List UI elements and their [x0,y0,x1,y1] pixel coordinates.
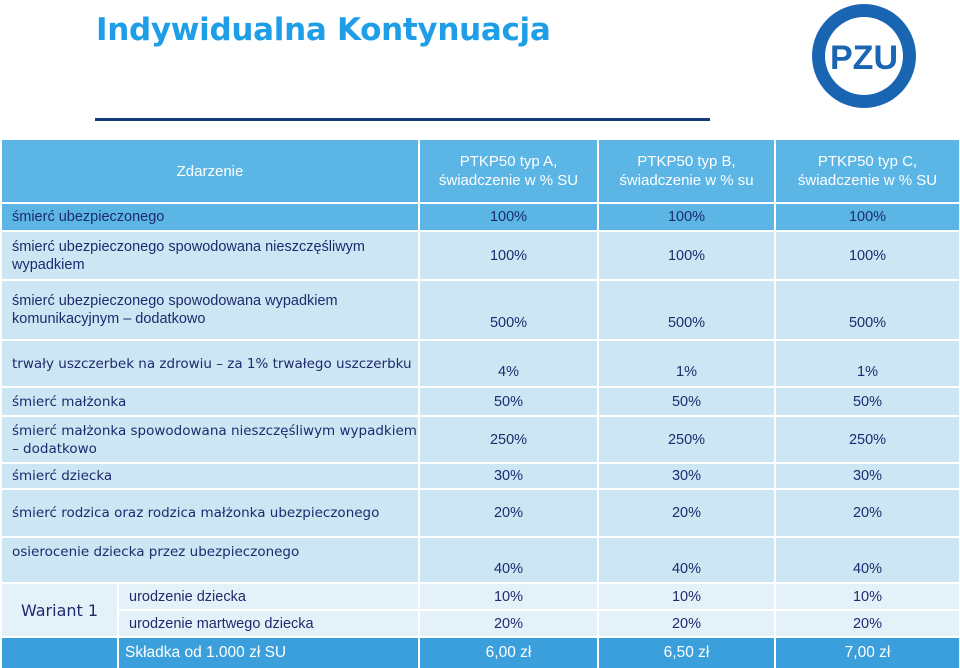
row-value: 30% [420,464,597,488]
row-value: 250% [420,417,597,462]
row-label: śmierć rodzica oraz rodzica małżonka ube… [2,490,418,536]
column-header-type: PTKP50 typ C, świadczenie w % SU [776,140,959,202]
row-value: 100% [599,204,774,230]
row-value: 250% [776,417,959,462]
row-value: 40% [776,538,959,582]
column-header-type: PTKP50 typ A, świadczenie w % SU [420,140,597,202]
row-value: 100% [420,232,597,279]
row-label: osierocenie dziecka przez ubezpieczonego [2,538,418,582]
row-label: śmierć dziecka [2,464,418,488]
row-value: 1% [599,341,774,386]
variant-row-label: urodzenie martwego dziecka [119,611,418,636]
row-value: 100% [599,232,774,279]
variant-label: Wariant 1 [2,584,117,636]
row-value: 1% [776,341,959,386]
row-value: 4% [420,341,597,386]
row-label: śmierć ubezpieczonego [2,204,418,230]
variant-row-value: 10% [776,584,959,609]
row-value: 40% [599,538,774,582]
variant-row-value: 10% [420,584,597,609]
logo-text: PZU [830,39,898,77]
row-label: trwały uszczerbek na zdrowiu – za 1% trw… [2,341,418,386]
row-value: 20% [599,490,774,536]
row-value: 50% [776,388,959,415]
variant-row-value: 20% [776,611,959,636]
premium-spacer [2,638,117,668]
pzu-logo: PZU [810,2,918,110]
row-label: śmierć ubezpieczonego spowodowana nieszc… [2,232,418,279]
premium-value: 7,00 zł [776,638,959,668]
row-value: 500% [776,281,959,339]
variant-row-value: 10% [599,584,774,609]
row-label: śmierć małżonka [2,388,418,415]
row-value: 100% [420,204,597,230]
variant-row-value: 20% [420,611,597,636]
row-value: 40% [420,538,597,582]
row-value: 50% [420,388,597,415]
page-title: Indywidualna Kontynuacja [96,12,551,48]
row-value: 30% [599,464,774,488]
variant-row-label: urodzenie dziecka [119,584,418,609]
row-value: 100% [776,204,959,230]
row-value: 20% [776,490,959,536]
row-value: 100% [776,232,959,279]
premium-value: 6,50 zł [599,638,774,668]
row-value: 50% [599,388,774,415]
row-value: 30% [776,464,959,488]
row-label: śmierć ubezpieczonego spowodowana wypadk… [2,281,418,339]
title-underline [95,118,710,121]
row-value: 500% [599,281,774,339]
premium-value: 6,00 zł [420,638,597,668]
row-label: śmierć małżonka spowodowana nieszczęśliw… [2,417,418,462]
column-header-event: Zdarzenie [2,140,418,202]
row-value: 500% [420,281,597,339]
column-header-type: PTKP50 typ B, świadczenie w % su [599,140,774,202]
variant-row-value: 20% [599,611,774,636]
premium-label: Składka od 1.000 zł SU [119,638,418,668]
row-value: 250% [599,417,774,462]
row-value: 20% [420,490,597,536]
